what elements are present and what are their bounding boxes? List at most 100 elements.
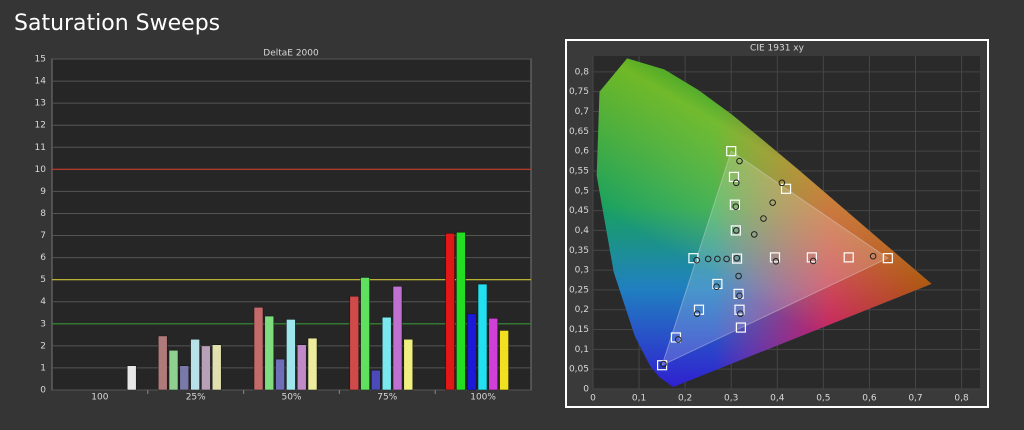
measured-marker: [732, 227, 740, 234]
measured-marker: [736, 157, 743, 165]
measured-marker: [714, 255, 721, 263]
measured-marker: [723, 255, 730, 263]
x-tick-label: 0,7: [908, 394, 922, 404]
chart-title: DeltaE 2000: [263, 49, 319, 59]
bar: [253, 307, 264, 391]
y-tick-label: 10: [35, 165, 47, 175]
y-tick-label: 0,35: [569, 246, 589, 256]
y-tick-label: 4: [40, 297, 46, 307]
bar: [296, 344, 307, 391]
measured-marker: [660, 360, 667, 368]
y-tick-label: 0,45: [569, 206, 589, 216]
bar: [157, 335, 168, 391]
y-tick-label: 14: [35, 77, 47, 87]
bar: [286, 319, 296, 391]
measured-marker: [704, 255, 712, 263]
y-tick-label: 13: [35, 99, 46, 109]
y-tick-label: 0,55: [569, 166, 589, 176]
measured-marker: [769, 199, 776, 206]
y-tick-label: 2: [40, 341, 46, 351]
target-marker: [735, 322, 746, 333]
bar: [488, 318, 499, 391]
target-marker: [806, 252, 817, 263]
y-tick-label: 0,2: [575, 305, 589, 315]
cie-chart: 0 0,05 0,1 0,15 0,2 0,25 0,3 0,35 0,4 0,45 0,5 0,55…: [569, 56, 980, 404]
y-tick-label: 0,5: [575, 186, 589, 196]
measured-marker: [737, 310, 744, 317]
bar: [403, 338, 414, 391]
bar: [499, 330, 509, 391]
x-tick-label: 0,4: [770, 394, 785, 404]
target-marker: [712, 278, 723, 290]
measured-marker: [713, 283, 720, 291]
spectral-locus-yellow: [596, 58, 932, 388]
y-tick-label: 12: [35, 121, 46, 131]
y-tick-label: 5: [40, 275, 46, 285]
measured-marker: [750, 231, 758, 238]
y-tick-label: 1: [40, 363, 46, 373]
measured-marker: [693, 310, 701, 317]
target-marker: [769, 252, 781, 263]
measured-marker: [732, 203, 740, 210]
measured-marker: [736, 292, 743, 300]
chart-title: CIE 1931 xy: [750, 44, 805, 54]
measured-marker: [693, 256, 700, 264]
x-tick-label: 0,1: [632, 394, 646, 404]
y-tick-label: 9: [40, 187, 46, 197]
target-marker: [882, 253, 893, 264]
y-tick-label: 15: [35, 55, 46, 65]
y-tick-label: 0,1: [575, 345, 589, 355]
bar: [179, 365, 190, 391]
x-tick-label: 0,6: [862, 394, 877, 404]
target-marker: [657, 360, 668, 371]
page-title: Saturation Sweeps: [14, 11, 220, 36]
y-tick-label: 7: [40, 231, 46, 241]
bar: [275, 358, 285, 391]
bar: [190, 338, 200, 391]
measured-marker: [778, 179, 786, 187]
target-marker: [731, 253, 743, 264]
y-tick-label: 3: [40, 319, 46, 329]
bar: [168, 350, 179, 391]
y-tick-label: 0,15: [569, 325, 589, 335]
measured-marker: [732, 179, 740, 187]
measured-marker: [735, 272, 742, 280]
x-tick-label: 75%: [377, 393, 397, 403]
x-tick-label: 100%: [470, 393, 496, 403]
target-marker: [780, 183, 792, 194]
bar: [307, 337, 318, 391]
target-marker: [726, 146, 737, 157]
bar: [371, 369, 381, 391]
y-tick-label: 0: [40, 386, 46, 396]
target-marker: [693, 304, 705, 315]
target-marker: [734, 304, 745, 315]
x-tick-label: 0,3: [724, 394, 738, 404]
target-marker: [843, 252, 854, 263]
y-tick-label: 6: [40, 253, 46, 263]
bar: [360, 277, 370, 391]
x-tick-label: 25%: [186, 393, 206, 403]
measured-marker: [869, 252, 877, 260]
bar: [201, 345, 211, 391]
y-tick-label: 0,4: [575, 226, 590, 236]
measured-marker: [772, 258, 780, 265]
bar: [211, 344, 222, 391]
x-tick-label: 0,5: [816, 394, 830, 404]
bar: [392, 286, 403, 391]
y-tick-label: 0,25: [569, 285, 589, 295]
measured-marker: [733, 254, 741, 262]
y-tick-label: 8: [40, 209, 46, 219]
bar: [126, 365, 137, 391]
bar: [264, 315, 275, 391]
x-tick-label: 100: [91, 393, 108, 403]
measured-marker: [674, 336, 682, 343]
x-tick-label: 0,2: [678, 394, 692, 404]
x-tick-label: 50%: [281, 393, 301, 403]
y-tick-label: 0: [583, 385, 589, 395]
y-tick-label: 0,05: [569, 365, 589, 375]
measured-marker: [760, 215, 767, 222]
bar: [477, 283, 488, 391]
